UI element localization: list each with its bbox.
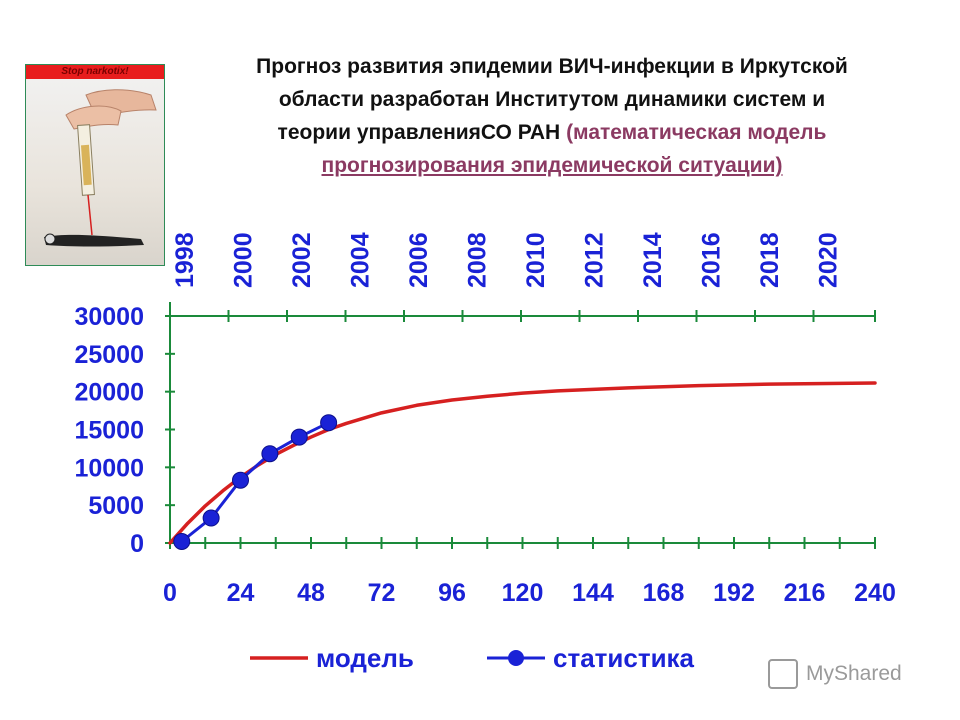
- poster-banner: Stop narkotix!: [26, 65, 164, 79]
- statistics-point: [320, 414, 338, 432]
- statistics-point: [261, 445, 279, 463]
- x-tick-label: 240: [854, 579, 896, 607]
- x-tick-label: 96: [438, 579, 466, 607]
- year-tick-label: 2008: [464, 232, 492, 288]
- y-tick-label: 15000: [74, 417, 144, 445]
- year-tick-label: 2010: [522, 232, 550, 288]
- y-tick-label: 30000: [74, 303, 144, 331]
- year-tick-label: 2014: [639, 232, 667, 288]
- chart-title: Прогноз развития эпидемии ВИЧ-инфекции в…: [172, 50, 932, 182]
- title-line-3-sub: (математическая модель: [566, 121, 827, 144]
- year-tick-label: 2004: [347, 232, 375, 288]
- x-tick-label: 168: [643, 579, 685, 607]
- chart-legend: модель статистика: [250, 643, 695, 673]
- x-tick-label: 24: [227, 579, 255, 607]
- statistics-point: [202, 509, 220, 527]
- y-tick-label: 0: [130, 530, 144, 558]
- watermark-text: MyShared: [806, 662, 902, 685]
- series-layer: [168, 381, 877, 550]
- year-tick-label: 2000: [230, 232, 258, 288]
- legend-model-label: модель: [316, 643, 414, 673]
- title-line-1: Прогноз развития эпидемии ВИЧ-инфекции в…: [256, 55, 848, 78]
- x-tick-label: 216: [784, 579, 826, 607]
- myshared-watermark: MyShared: [768, 656, 902, 692]
- statistics-point: [232, 471, 249, 489]
- top-year-axis: 1998 2000 2002 2004 2006 2008 2010 2012 2014 2016…: [169, 232, 876, 322]
- syringe-illustration: [44, 89, 157, 247]
- y-tick-label: 10000: [74, 454, 144, 482]
- y-axis: 0 5000 10000 15000 20000 25000 30000: [74, 302, 175, 558]
- x-tick-label: 48: [297, 579, 325, 607]
- model-line: [168, 381, 877, 545]
- year-tick-label: 1998: [171, 232, 199, 288]
- y-tick-label: 25000: [74, 341, 144, 369]
- y-tick-label: 20000: [74, 379, 144, 407]
- year-tick-label: 2012: [581, 232, 609, 288]
- statistics-point: [290, 428, 308, 446]
- year-tick-label: 2016: [698, 232, 726, 288]
- x-tick-label: 0: [163, 579, 177, 607]
- title-line-3: теории управленияСО РАН (математическая …: [172, 116, 932, 149]
- year-tick-label: 2002: [288, 232, 316, 288]
- year-tick-label: 2006: [405, 232, 433, 288]
- title-line-2: области разработан Институтом динамики с…: [278, 88, 826, 111]
- legend-statistics-marker: [508, 650, 524, 666]
- stop-narkotix-poster: Stop narkotix!: [25, 64, 165, 266]
- x-tick-label: 144: [572, 579, 614, 607]
- title-line-4-sub: прогнозирования эпидемической ситуации): [321, 154, 783, 177]
- y-tick-label: 5000: [88, 492, 144, 520]
- year-tick-label: 2018: [756, 232, 784, 288]
- x-tick-label: 72: [368, 579, 396, 607]
- x-tick-label: 120: [502, 579, 544, 607]
- title-line-3-main: теории управленияСО РАН: [277, 121, 567, 144]
- x-axis: 0 24 48 72 96 120 144 168 192 216 240: [163, 537, 896, 607]
- myshared-logo-icon: [768, 659, 798, 689]
- statistics-point: [173, 532, 191, 550]
- x-tick-label: 192: [713, 579, 755, 607]
- legend-statistics-label: статистика: [553, 643, 695, 673]
- year-tick-label: 2020: [815, 232, 843, 288]
